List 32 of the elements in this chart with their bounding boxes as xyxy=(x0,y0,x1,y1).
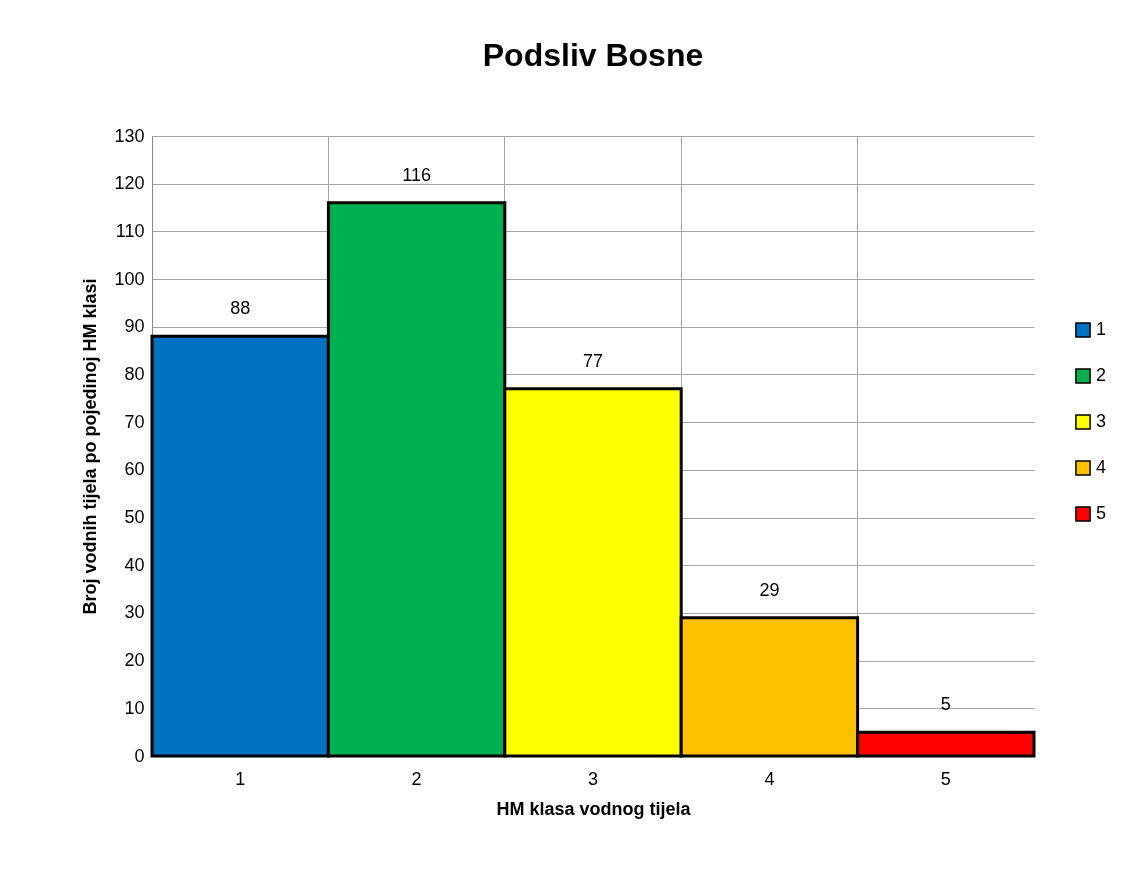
y-tick-label: 80 xyxy=(124,363,145,384)
legend-label: 3 xyxy=(1096,411,1107,431)
y-tick-label: 100 xyxy=(114,268,145,289)
y-tick-label: 60 xyxy=(124,459,145,480)
x-tick-label: 3 xyxy=(587,768,599,789)
data-label: 116 xyxy=(402,164,431,185)
legend-label: 4 xyxy=(1096,457,1107,477)
x-axis-title: HM klasa vodnog tijela xyxy=(496,798,692,819)
y-tick-label: 130 xyxy=(114,125,145,146)
y-tick-label: 70 xyxy=(124,411,145,432)
x-tick-label: 1 xyxy=(235,768,246,789)
y-axis-title: Broj vodnih tijela po pojedinoj HM klasi xyxy=(80,278,101,615)
data-label: 29 xyxy=(759,579,780,600)
y-tick-label: 50 xyxy=(124,507,145,528)
y-tick-label: 0 xyxy=(134,745,145,766)
legend-label: 2 xyxy=(1096,365,1107,385)
x-tick-label: 4 xyxy=(764,768,775,789)
y-tick-label: 10 xyxy=(124,697,145,718)
y-tick-label: 120 xyxy=(114,173,145,194)
y-tick-label: 20 xyxy=(124,650,145,671)
x-tick-label: 5 xyxy=(940,768,951,789)
y-tick-label: 30 xyxy=(124,602,145,623)
data-label: 77 xyxy=(582,350,604,371)
chart-title: Podsliv Bosne xyxy=(482,37,704,73)
data-label: 5 xyxy=(940,694,951,715)
legend-label: 1 xyxy=(1096,319,1107,339)
legend-label: 5 xyxy=(1096,503,1107,523)
y-tick-label: 110 xyxy=(115,220,145,241)
x-tick-label: 2 xyxy=(411,768,422,789)
y-tick-label: 90 xyxy=(124,316,145,337)
y-tick-label: 40 xyxy=(124,554,145,575)
data-label: 88 xyxy=(230,298,251,319)
